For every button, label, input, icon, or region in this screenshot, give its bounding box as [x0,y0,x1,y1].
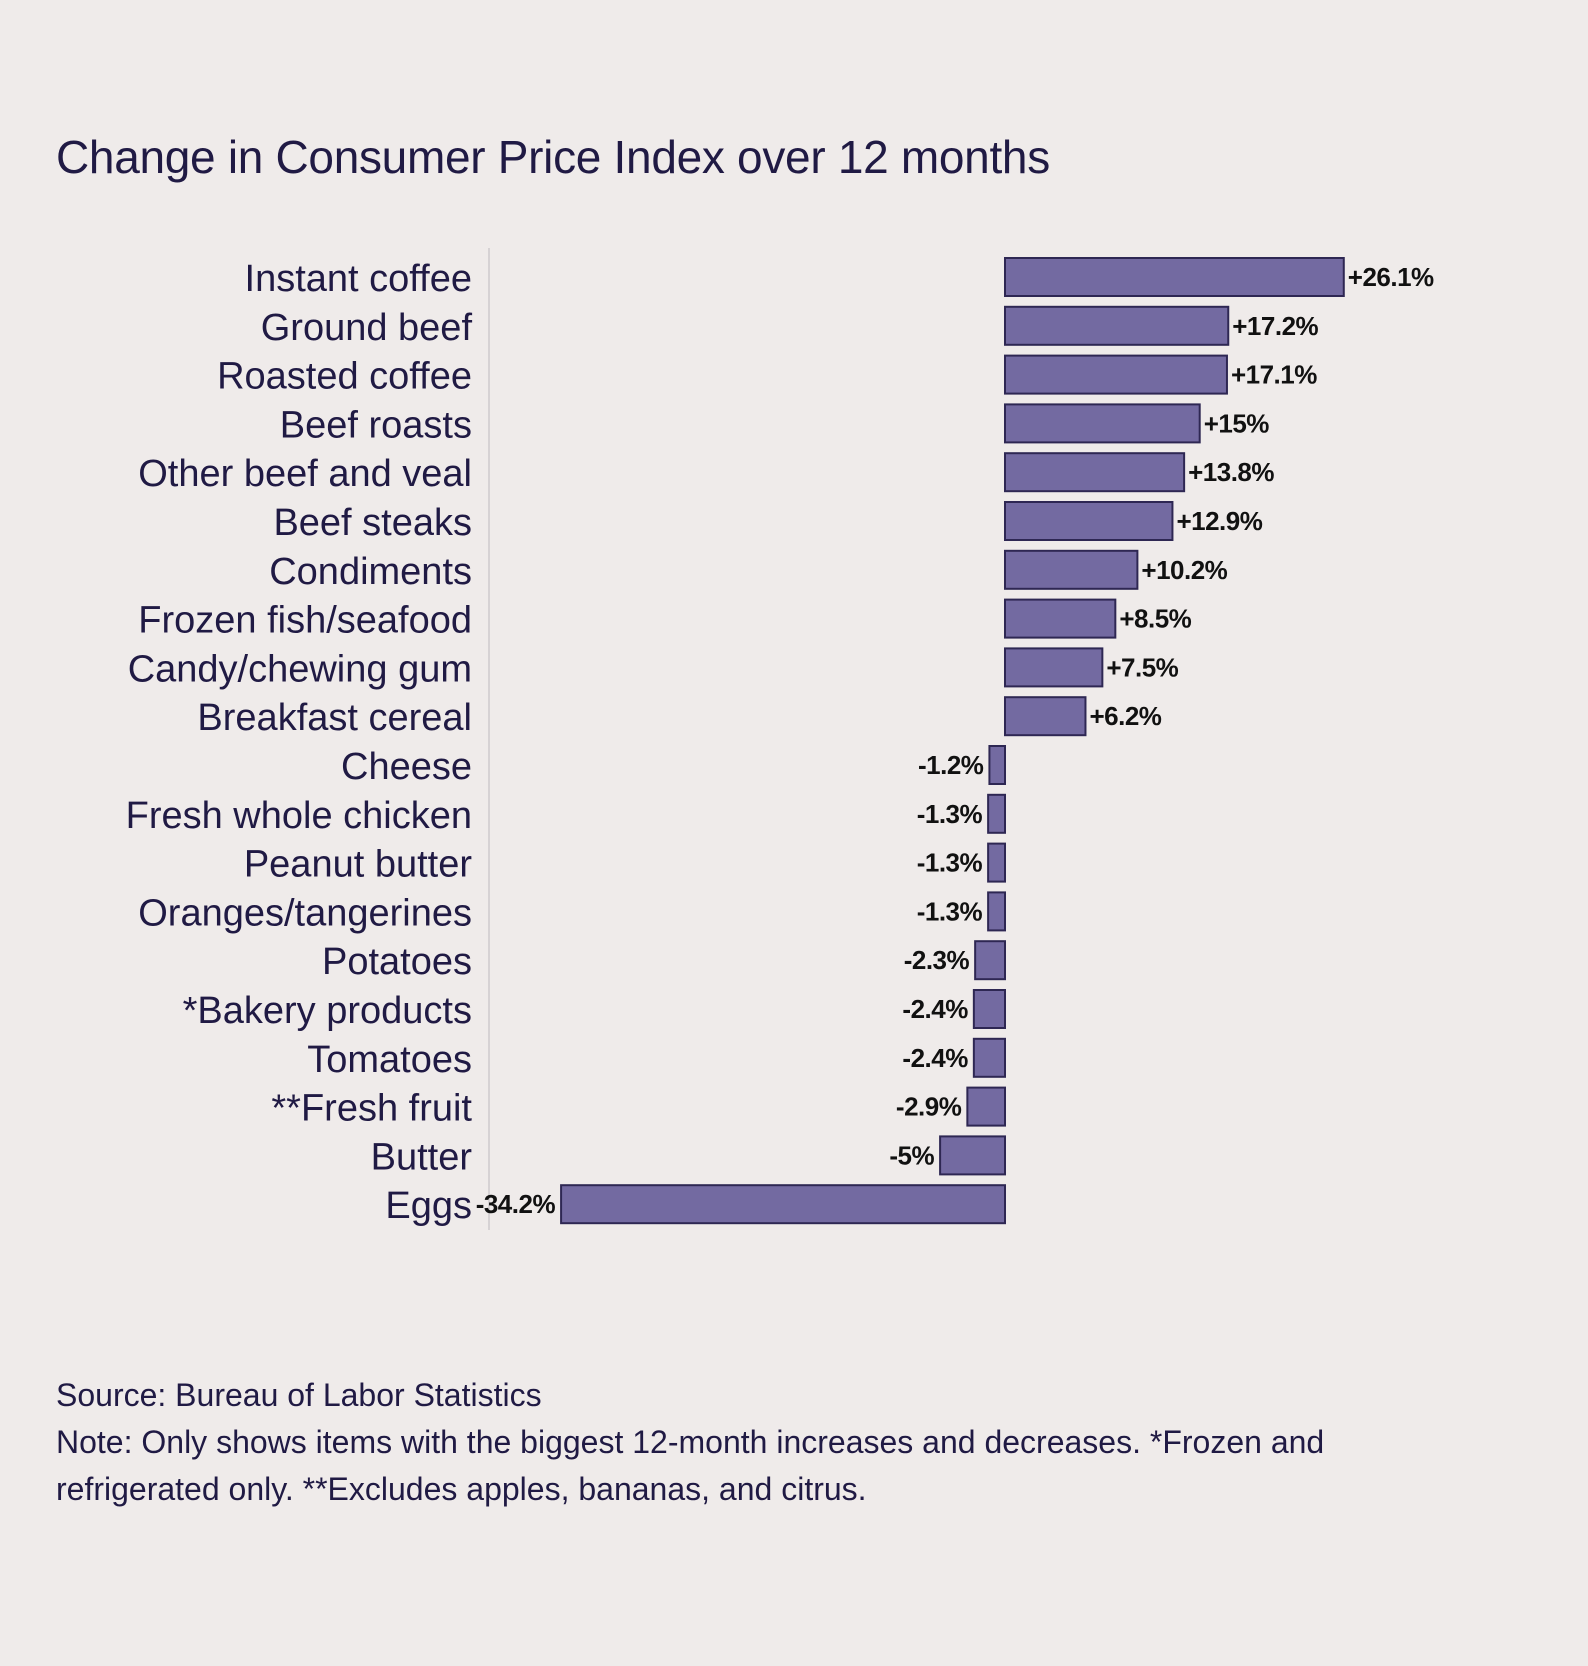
bar [1004,452,1186,493]
data-label: +8.5% [1119,604,1191,634]
bar [1004,403,1201,444]
category-label: Eggs [385,1185,472,1227]
bar [987,842,1006,883]
category-label: Tomatoes [307,1039,472,1081]
category-label: Beef roasts [280,404,472,446]
bar [988,745,1007,785]
category-label: Candy/chewing gum [128,648,472,690]
category-label: Condiments [269,551,472,593]
bar [966,1086,1006,1127]
bar [1004,354,1228,395]
category-label: Frozen fish/seafood [138,600,472,642]
data-label: +26.1% [1348,262,1434,292]
bar [972,989,1007,1029]
bar [939,1135,1006,1176]
data-label: -1.3% [917,896,983,926]
data-label: +12.9% [1176,506,1262,536]
bar [987,793,1006,834]
category-label: Peanut butter [244,844,473,886]
bar [560,1184,1006,1225]
bar [1004,598,1117,639]
bar [1004,305,1230,346]
data-label: -2.3% [904,945,970,975]
category-label: Breakfast cereal [197,697,472,739]
chart-footer: Source: Bureau of Labor Statistics Note:… [56,1372,1346,1513]
bar [1004,257,1345,297]
data-label: +13.8% [1188,457,1274,487]
data-label: -2.4% [902,994,968,1024]
data-label: +6.2% [1089,701,1161,731]
bar [972,1037,1007,1078]
data-label: -1.3% [917,848,983,878]
bar [987,891,1006,932]
category-label: Instant coffee [245,258,472,300]
data-label: -5% [889,1140,934,1170]
category-label: Cheese [341,746,472,788]
data-label: +10.2% [1141,555,1227,585]
bar [974,940,1006,981]
bar [1004,501,1174,541]
source-note: Source: Bureau of Labor Statistics [56,1377,542,1413]
bar-chart: Instant coffee +26.1% Ground beef +17.2% Roa… [126,248,1435,1230]
category-label: Oranges/tangerines [138,892,472,934]
bar [1004,696,1087,737]
data-label: -34.2% [476,1189,556,1219]
category-label: Beef steaks [273,502,472,544]
data-label: -1.2% [918,750,984,780]
data-label: +15% [1204,408,1270,438]
data-label: +17.1% [1231,360,1317,390]
footnote: Note: Only shows items with the biggest … [56,1424,1325,1507]
data-label: -2.4% [902,1043,968,1073]
data-label: -1.3% [917,799,983,829]
chart-title: Change in Consumer Price Index over 12 m… [56,131,1050,183]
data-label: -2.9% [896,1092,962,1122]
bar [1004,549,1139,590]
category-label: *Bakery products [183,990,472,1032]
category-label: Other beef and veal [138,453,472,495]
category-label: Roasted coffee [217,356,472,398]
category-label: Potatoes [322,941,472,983]
category-label: Butter [371,1136,473,1178]
data-label: +7.5% [1106,652,1178,682]
category-label: Fresh whole chicken [126,795,472,837]
bar [1004,647,1104,688]
category-label: Ground beef [261,307,473,349]
category-label: **Fresh fruit [271,1088,472,1130]
data-label: +17.2% [1232,311,1318,341]
